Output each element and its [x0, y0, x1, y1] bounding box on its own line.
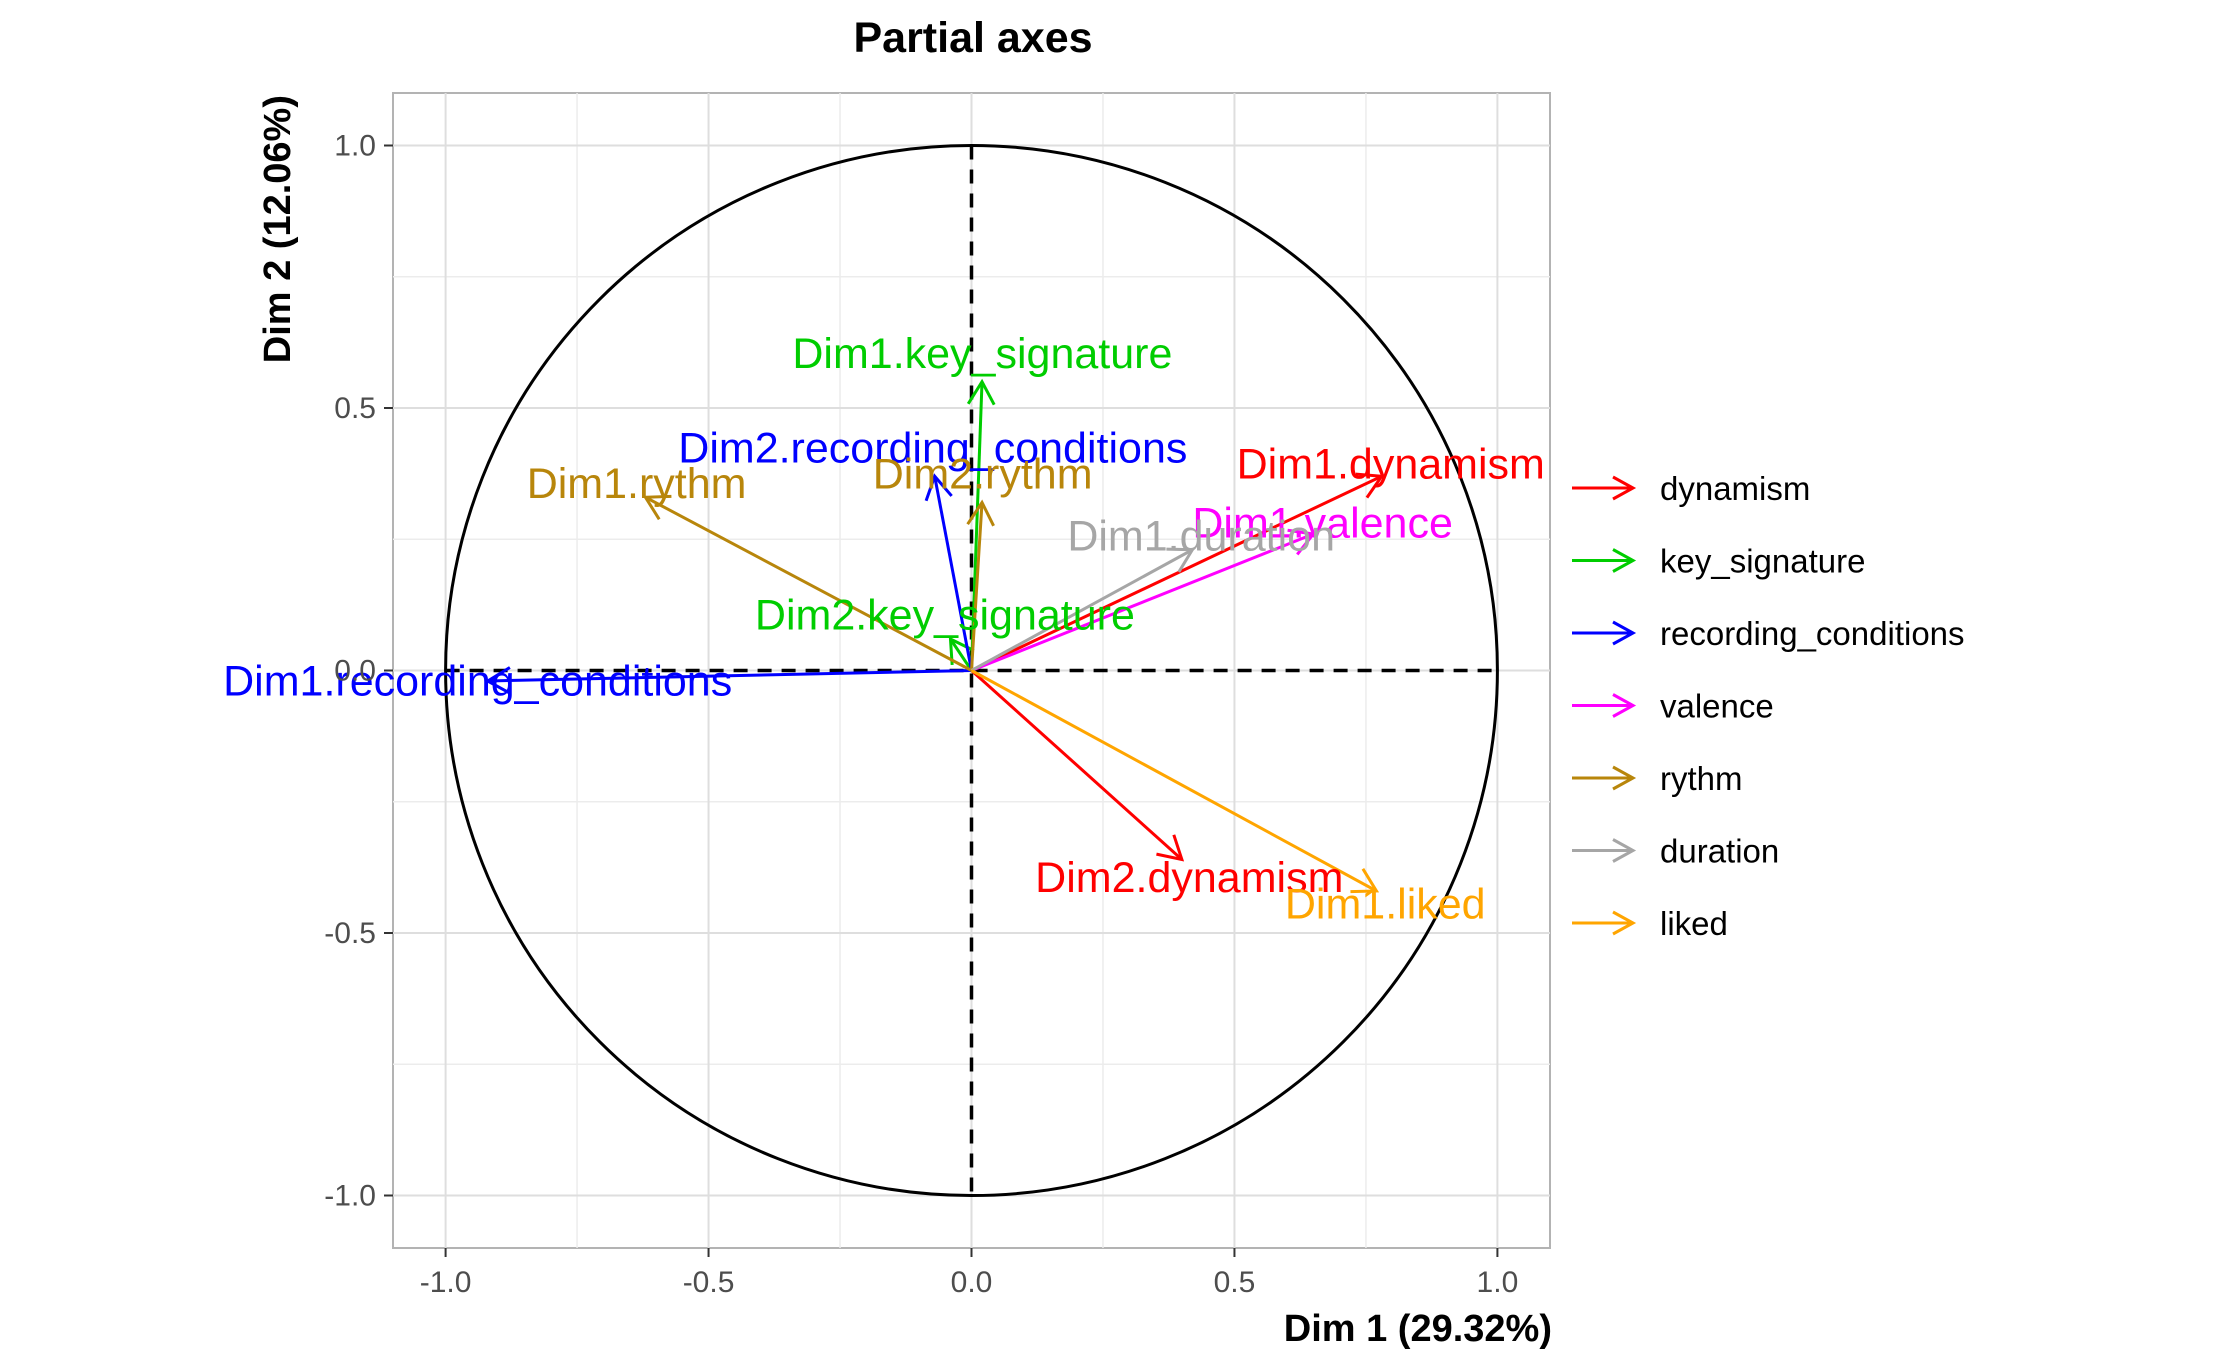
arrow-shaft: [933, 475, 973, 671]
y-tick-label: -1.0: [324, 1180, 376, 1213]
x-tick-label: 0.5: [1214, 1266, 1256, 1299]
arrow-label: Dim1.rythm: [527, 460, 747, 508]
legend-label: key_signature: [1660, 543, 1865, 580]
arrow-label: Dim2.recording_conditions: [678, 425, 1187, 473]
arrow-label: Dim2.rythm: [873, 451, 1093, 499]
arrow-head: [966, 378, 996, 406]
chart-title: Partial axes: [853, 14, 1092, 62]
legend-item-dynamism: dynamism: [1572, 470, 1810, 507]
arrow-dim1-liked: [970, 669, 1380, 894]
legend-label: valence: [1660, 688, 1774, 725]
unit-circle-layer: [444, 144, 1499, 1197]
arrow-label: Dim2.dynamism: [1035, 854, 1343, 902]
x-tick-label: 0.0: [951, 1266, 993, 1299]
arrow-label: Dim1.dynamism: [1237, 440, 1545, 488]
arrow-shaft: [970, 669, 1378, 893]
x-axis-title: Dim 1 (29.32%): [1284, 1308, 1552, 1350]
legend-key-arrowhead: [1612, 620, 1637, 646]
arrow-head: [642, 494, 672, 521]
arrows: [484, 378, 1385, 894]
arrow-head: [1166, 547, 1196, 573]
arrow-shaft: [949, 638, 973, 672]
x-tick-label: 1.0: [1477, 1266, 1519, 1299]
arrow-dim1-dynamism: [970, 472, 1385, 672]
legend-item-key-signature: key_signature: [1572, 543, 1865, 580]
arrow-label: Dim1.key_signature: [792, 330, 1172, 378]
legend-label: dynamism: [1660, 470, 1810, 507]
legend-item-valence: valence: [1572, 688, 1774, 725]
arrow-label: Dim2.key_signature: [755, 592, 1135, 640]
arrow-label: Dim1.recording_conditions: [223, 658, 732, 706]
arrow-shaft: [644, 495, 973, 672]
ticks: -1.0 -0.5 0.0 0.5 1.0 -1.0 -0.5 0.0 0.5 1.0: [324, 130, 1518, 1300]
legend-item-rythm: rythm: [1572, 760, 1743, 797]
legend-key-arrowhead: [1612, 548, 1637, 573]
arrow-head: [966, 499, 995, 527]
arrow-shaft: [970, 532, 1314, 672]
legend-item-liked: liked: [1572, 905, 1728, 942]
arrow-dim1-rythm: [642, 494, 973, 672]
y-tick-label: -0.5: [324, 917, 376, 950]
y-tick-label: 0.0: [334, 655, 376, 688]
arrow-head: [1355, 472, 1385, 499]
legend-item-duration: duration: [1572, 833, 1779, 870]
arrow-dim2-recording-conditions: [924, 473, 973, 671]
legend-label: rythm: [1660, 760, 1743, 797]
arrow-shaft: [970, 502, 984, 671]
arrow-shaft: [970, 548, 1194, 672]
legend-item-recording-conditions: recording_conditions: [1572, 615, 1965, 652]
legend: dynamism key_signature recording_condition…: [1572, 470, 1965, 942]
legend-label: liked: [1660, 905, 1728, 942]
legend-key-arrowhead: [1612, 838, 1637, 863]
arrow-label: Dim1.liked: [1285, 880, 1486, 928]
arrow-dim2-dynamism: [970, 669, 1185, 862]
legend-key-arrowhead: [1612, 693, 1637, 718]
arrow-labels: Dim1.dynamism Dim2.dynamism Dim1.key_signa…: [223, 330, 1545, 929]
arrow-dim1-valence: [970, 528, 1317, 672]
arrow-head: [1156, 834, 1185, 862]
legend-key-arrowhead: [1612, 765, 1637, 791]
y-tick-label: 0.5: [334, 392, 376, 425]
arrow-dim2-rythm: [966, 499, 995, 671]
legend-key-arrowhead: [1612, 475, 1637, 501]
arrow-label: Dim1.valence: [1192, 500, 1453, 548]
arrow-dim1-duration: [970, 547, 1196, 672]
legend-label: recording_conditions: [1660, 615, 1965, 652]
arrow-shaft: [970, 669, 1183, 861]
arrow-head: [1287, 528, 1317, 556]
legend-key-arrowhead: [1612, 910, 1637, 936]
arrow-head: [924, 473, 953, 502]
x-tick-label: -0.5: [683, 1266, 735, 1299]
arrow-head: [1350, 868, 1380, 894]
x-tick-label: -1.0: [420, 1266, 472, 1299]
arrow-head: [484, 666, 512, 695]
arrow-label: Dim1.duration: [1067, 512, 1335, 560]
arrow-shaft: [970, 474, 1383, 672]
arrow-dim1-recording-conditions: [484, 666, 972, 695]
y-axis-title: Dim 2 (12.06%): [257, 95, 299, 363]
y-tick-label: 1.0: [334, 130, 376, 163]
legend-label: duration: [1660, 833, 1779, 870]
arrow-shaft: [487, 669, 972, 683]
